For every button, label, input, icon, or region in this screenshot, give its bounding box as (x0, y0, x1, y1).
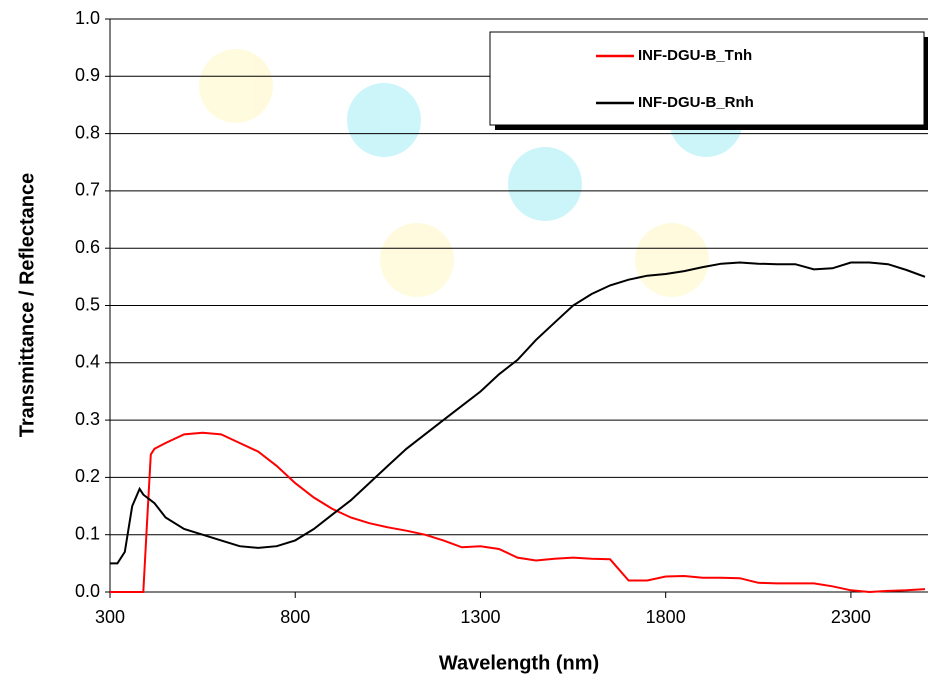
x-tick-label: 800 (280, 607, 310, 627)
y-tick-label: 0.7 (75, 180, 100, 200)
x-tick-label: 300 (95, 607, 125, 627)
y-tick-label: 1.0 (75, 8, 100, 28)
series-line (110, 261, 926, 565)
y-tick-label: 0.8 (75, 122, 100, 142)
legend: INF-DGU-B_Tnh INF-DGU-B_Rnh (489, 31, 928, 130)
y-tick-label: 0.9 (75, 65, 100, 85)
series-line (110, 431, 926, 594)
x-axis-title: Wavelength (nm) (439, 652, 599, 674)
legend-label: INF-DGU-B_Tnh (638, 47, 752, 64)
legend-label: INF-DGU-B_Rnh (638, 94, 754, 111)
y-tick-label: 0.1 (75, 523, 100, 543)
x-tick-label: 2300 (831, 607, 871, 627)
y-axis-title: Transmittance / Reflectance (16, 173, 38, 438)
y-tick-label: 0.3 (75, 409, 100, 429)
y-tick-label: 0.5 (75, 294, 100, 314)
y-tick-label: 0.2 (75, 466, 100, 486)
y-tick-label: 0.4 (75, 352, 100, 372)
x-tick-label: 1300 (460, 607, 500, 627)
y-tick-label: 0.6 (75, 237, 100, 257)
y-tick-label: 0.0 (75, 581, 100, 601)
x-tick-label: 1800 (646, 607, 686, 627)
legend-box (489, 31, 925, 126)
